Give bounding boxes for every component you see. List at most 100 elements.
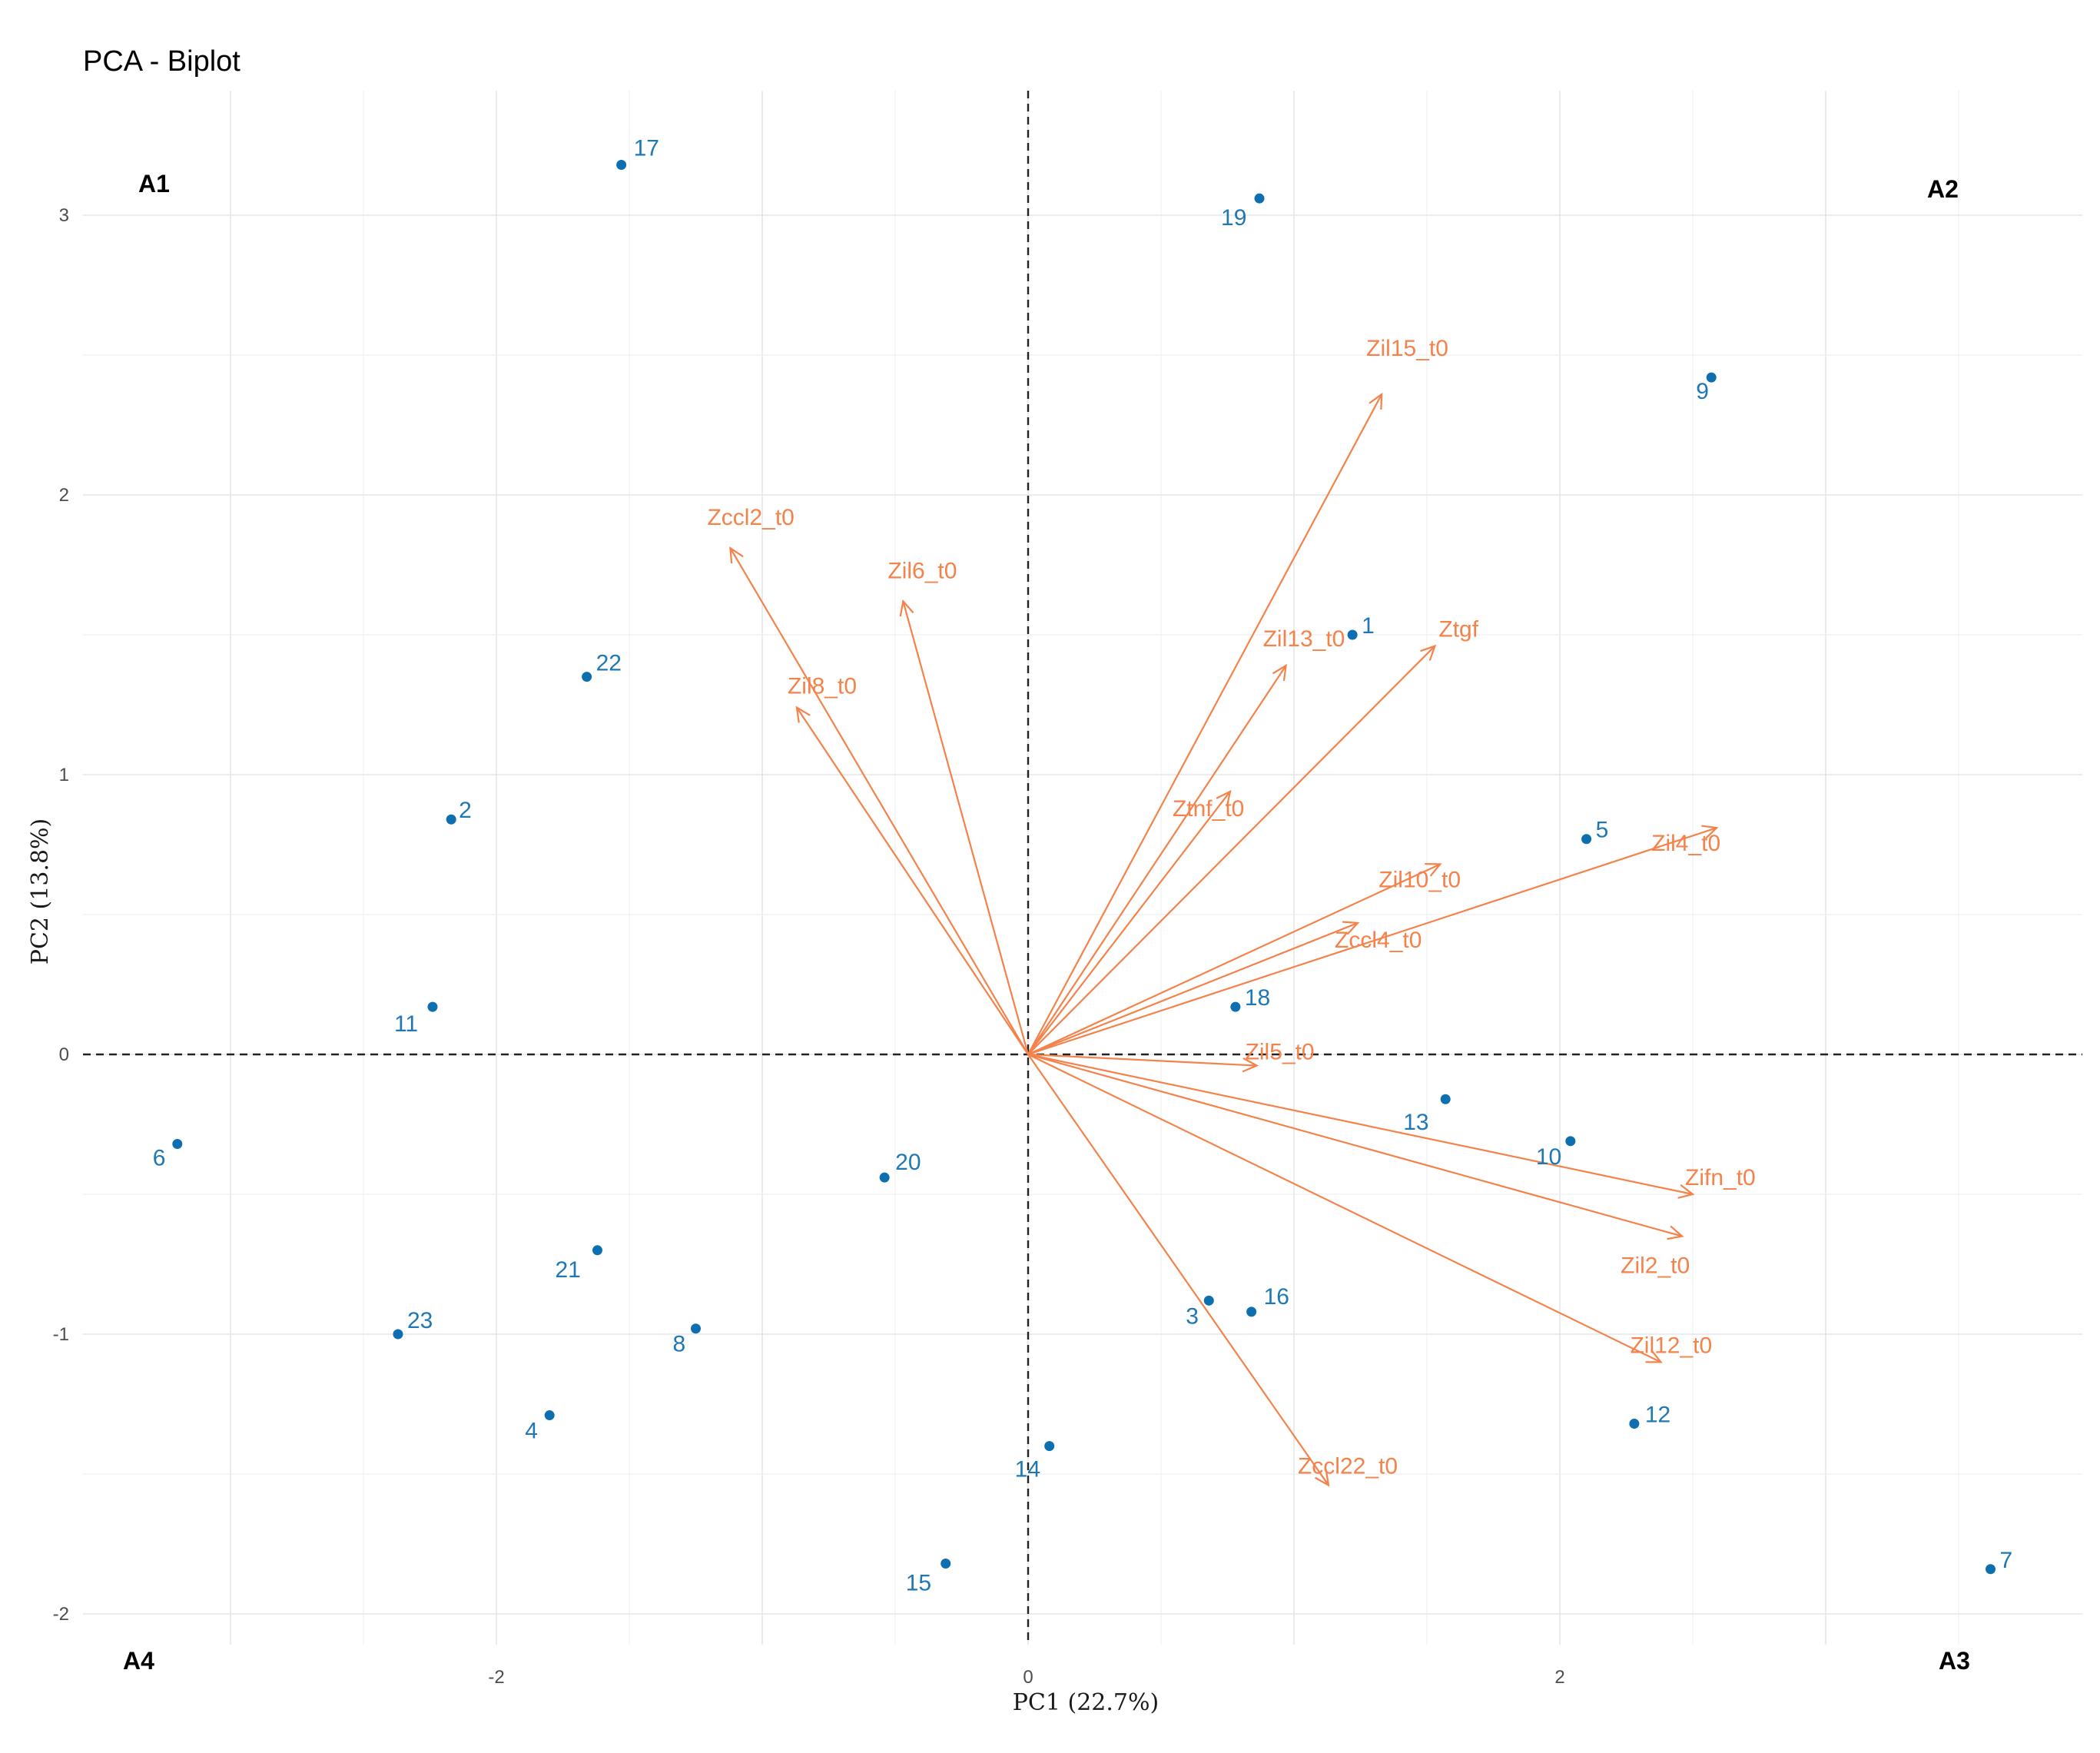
- score-point: [544, 1410, 555, 1421]
- quadrant-labels: A1 A2 A3 A4: [123, 170, 1970, 1675]
- score-point-label: 16: [1264, 1284, 1289, 1310]
- loading-vector-label: Zil12_t0: [1630, 1333, 1712, 1358]
- y-axis-label: PC2 (13.8%): [27, 818, 54, 964]
- loading-vector-label: Zifn_t0: [1685, 1165, 1756, 1190]
- score-point: [1246, 1306, 1257, 1317]
- loading-vector-label: Zccl4_t0: [1335, 928, 1422, 953]
- loading-vector-label: Ztnf_t0: [1173, 796, 1244, 822]
- score-point: [1044, 1441, 1055, 1452]
- loading-vector-arrowhead: [1342, 921, 1360, 935]
- score-point-label: 12: [1645, 1402, 1670, 1427]
- score-point-label: 17: [634, 135, 659, 161]
- loading-vector-line: [1027, 791, 1231, 1055]
- score-point: [582, 672, 592, 682]
- loading-vector-line: [1027, 665, 1287, 1055]
- grid: [83, 91, 2082, 1645]
- loading-vector-label: Zccl2_t0: [707, 505, 794, 530]
- score-point-label: 15: [906, 1570, 931, 1595]
- score-point-label: 7: [2000, 1548, 2013, 1573]
- score-point-label: 2: [459, 798, 472, 823]
- quadrant-label-a1: A1: [138, 170, 170, 198]
- score-point: [616, 159, 627, 170]
- loading-vector-arrowhead: [729, 546, 744, 564]
- score-point-label: 21: [555, 1257, 580, 1283]
- loading-vector-line: [902, 601, 1030, 1055]
- loading-vector-arrowhead: [1315, 1469, 1330, 1487]
- score-point-label: 14: [1015, 1457, 1040, 1482]
- y-tick-label: -2: [53, 1604, 69, 1625]
- loading-vector-label: Zil6_t0: [887, 558, 957, 583]
- loading-vector-arrowhead: [1368, 392, 1383, 410]
- quadrant-label-a3: A3: [1939, 1647, 1970, 1675]
- loading-vector-arrowhead: [1701, 825, 1719, 839]
- score-point: [393, 1329, 403, 1340]
- loading-vector-arrowhead: [1645, 1350, 1663, 1363]
- loading-vector-arrowhead: [1667, 1225, 1684, 1240]
- loading-vector-line: [729, 547, 1029, 1055]
- loading-vector-line: [1027, 393, 1383, 1055]
- score-point: [1565, 1136, 1576, 1147]
- loading-vector-label: Zil15_t0: [1366, 336, 1448, 361]
- reference-lines: [83, 91, 2082, 1645]
- score-point: [446, 814, 456, 825]
- score-point: [1986, 1564, 1996, 1575]
- y-tick-label: -1: [53, 1324, 69, 1345]
- score-point: [879, 1172, 890, 1183]
- x-tick-label: -2: [488, 1667, 504, 1688]
- x-tick-label: 0: [1023, 1667, 1033, 1688]
- loading-vector-line: [1027, 1053, 1694, 1196]
- loading-vector-label: Zil2_t0: [1621, 1253, 1690, 1279]
- score-point-label: 18: [1245, 985, 1270, 1011]
- loading-vector-line: [796, 707, 1029, 1055]
- score-point: [941, 1558, 951, 1569]
- score-point-label: 8: [673, 1332, 686, 1357]
- score-point-label: 23: [407, 1308, 433, 1333]
- score-point: [691, 1323, 701, 1334]
- y-tick-label: 2: [59, 485, 69, 506]
- chart-title: PCA - Biplot: [83, 45, 241, 78]
- score-point: [1706, 372, 1717, 383]
- score-point-label: 5: [1596, 818, 1609, 843]
- loading-vector-line: [1027, 863, 1441, 1055]
- score-point: [592, 1245, 602, 1256]
- score-point-label: 10: [1536, 1144, 1561, 1170]
- score-point: [1203, 1295, 1214, 1306]
- loading-vector-line: [1027, 1053, 1257, 1067]
- loading-vector-label: Zccl22_t0: [1298, 1454, 1398, 1479]
- loading-vector-arrowhead: [795, 706, 811, 723]
- loading-vector-arrowhead: [1420, 644, 1437, 661]
- loading-vector-label: Zil4_t0: [1651, 831, 1720, 856]
- loading-vector-line: [1027, 1054, 1661, 1363]
- x-tick-label: 2: [1554, 1667, 1564, 1688]
- score-point-label: 20: [895, 1150, 921, 1175]
- loading-vector-line: [1027, 1054, 1329, 1486]
- loading-vector-arrowhead: [1216, 789, 1232, 807]
- loading-vector-label: Ztgf: [1438, 617, 1478, 642]
- loading-vector-line: [1027, 827, 1717, 1056]
- score-point: [1629, 1418, 1640, 1429]
- score-point-label: 1: [1362, 613, 1375, 639]
- score-point-label: 13: [1403, 1110, 1428, 1135]
- score-point: [1347, 629, 1358, 640]
- loading-vector-arrowhead: [1677, 1184, 1695, 1199]
- y-tick-label: 3: [59, 205, 69, 226]
- y-tick-label: 1: [59, 765, 69, 785]
- loading-vector-arrowhead: [1242, 1057, 1259, 1073]
- loading-vector-line: [1027, 645, 1436, 1055]
- score-point-label: 19: [1221, 205, 1246, 231]
- loading-vectors: Zil15_t0 Zccl2_t0 Zil6_t0 Zil8_t0 Ztgf Zil13_…: [707, 336, 1756, 1487]
- loading-vector-label: Zil8_t0: [788, 674, 857, 699]
- loading-vector-label: Zil13_t0: [1263, 626, 1345, 652]
- score-point: [1440, 1094, 1451, 1104]
- score-point-label: 3: [1186, 1303, 1199, 1329]
- loading-vector-label: Zil5_t0: [1246, 1040, 1315, 1065]
- score-point-label: 9: [1696, 379, 1709, 404]
- y-tick-label: 0: [59, 1044, 69, 1065]
- x-axis-label: PC1 (22.7%): [1013, 1689, 1159, 1716]
- score-point: [1230, 1001, 1241, 1012]
- score-point-label: 6: [153, 1145, 166, 1170]
- quadrant-label-a2: A2: [1927, 175, 1959, 203]
